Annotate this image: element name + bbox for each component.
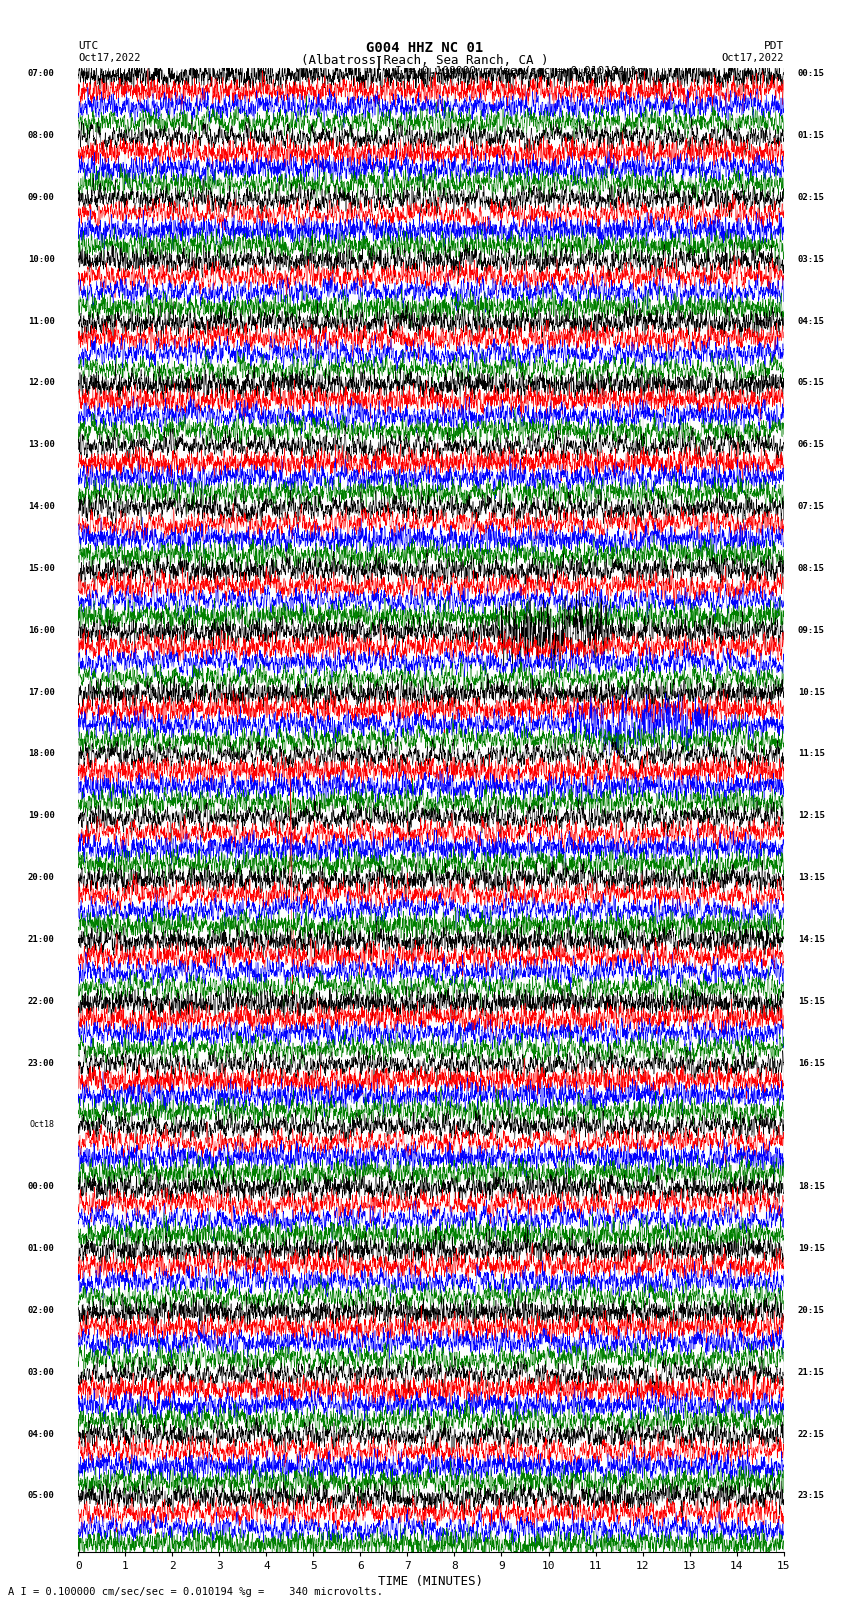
Text: Oct17,2022: Oct17,2022 <box>721 53 784 63</box>
Text: 11:00: 11:00 <box>28 316 54 326</box>
Text: 03:15: 03:15 <box>798 255 824 265</box>
Text: 19:15: 19:15 <box>798 1244 824 1253</box>
Text: 01:15: 01:15 <box>798 131 824 140</box>
Text: 01:00: 01:00 <box>28 1244 54 1253</box>
Text: 19:00: 19:00 <box>28 811 54 821</box>
Text: 09:00: 09:00 <box>28 194 54 202</box>
Text: 04:00: 04:00 <box>28 1429 54 1439</box>
Text: 16:15: 16:15 <box>798 1058 824 1068</box>
Text: 00:15: 00:15 <box>798 69 824 79</box>
Text: (Albatross Reach, Sea Ranch, CA ): (Albatross Reach, Sea Ranch, CA ) <box>301 53 549 68</box>
Text: 11:15: 11:15 <box>798 750 824 758</box>
Text: 15:15: 15:15 <box>798 997 824 1007</box>
Text: 02:00: 02:00 <box>28 1307 54 1315</box>
Text: 22:15: 22:15 <box>798 1429 824 1439</box>
Text: 04:15: 04:15 <box>798 316 824 326</box>
Text: 20:00: 20:00 <box>28 873 54 882</box>
Text: 10:00: 10:00 <box>28 255 54 265</box>
Text: I = 0.100000 cm/sec/sec = 0.010194 %g: I = 0.100000 cm/sec/sec = 0.010194 %g <box>395 66 645 76</box>
X-axis label: TIME (MINUTES): TIME (MINUTES) <box>378 1574 484 1587</box>
Text: UTC: UTC <box>78 40 99 52</box>
Text: Oct18: Oct18 <box>30 1121 54 1129</box>
Text: A I = 0.100000 cm/sec/sec = 0.010194 %g =    340 microvolts.: A I = 0.100000 cm/sec/sec = 0.010194 %g … <box>8 1587 383 1597</box>
Text: 21:00: 21:00 <box>28 936 54 944</box>
Text: 08:15: 08:15 <box>798 565 824 573</box>
Text: 14:15: 14:15 <box>798 936 824 944</box>
Text: 00:00: 00:00 <box>28 1182 54 1192</box>
Text: 12:00: 12:00 <box>28 379 54 387</box>
Text: 16:00: 16:00 <box>28 626 54 636</box>
Text: 10:15: 10:15 <box>798 687 824 697</box>
Text: 23:15: 23:15 <box>798 1492 824 1500</box>
Text: 08:00: 08:00 <box>28 131 54 140</box>
Text: 18:15: 18:15 <box>798 1182 824 1192</box>
Text: 13:15: 13:15 <box>798 873 824 882</box>
Text: 03:00: 03:00 <box>28 1368 54 1378</box>
Text: 05:00: 05:00 <box>28 1492 54 1500</box>
Text: 21:15: 21:15 <box>798 1368 824 1378</box>
Text: 17:00: 17:00 <box>28 687 54 697</box>
Text: 09:15: 09:15 <box>798 626 824 636</box>
Text: 23:00: 23:00 <box>28 1058 54 1068</box>
Text: Oct17,2022: Oct17,2022 <box>78 53 141 63</box>
Text: PDT: PDT <box>763 40 784 52</box>
Text: 07:00: 07:00 <box>28 69 54 79</box>
Text: 15:00: 15:00 <box>28 565 54 573</box>
Text: 06:15: 06:15 <box>798 440 824 450</box>
Text: G004 HHZ NC 01: G004 HHZ NC 01 <box>366 40 484 55</box>
Text: 14:00: 14:00 <box>28 502 54 511</box>
Text: 12:15: 12:15 <box>798 811 824 821</box>
Text: 18:00: 18:00 <box>28 750 54 758</box>
Text: 05:15: 05:15 <box>798 379 824 387</box>
Text: 22:00: 22:00 <box>28 997 54 1007</box>
Text: 02:15: 02:15 <box>798 194 824 202</box>
Text: 07:15: 07:15 <box>798 502 824 511</box>
Text: 20:15: 20:15 <box>798 1307 824 1315</box>
Text: 13:00: 13:00 <box>28 440 54 450</box>
